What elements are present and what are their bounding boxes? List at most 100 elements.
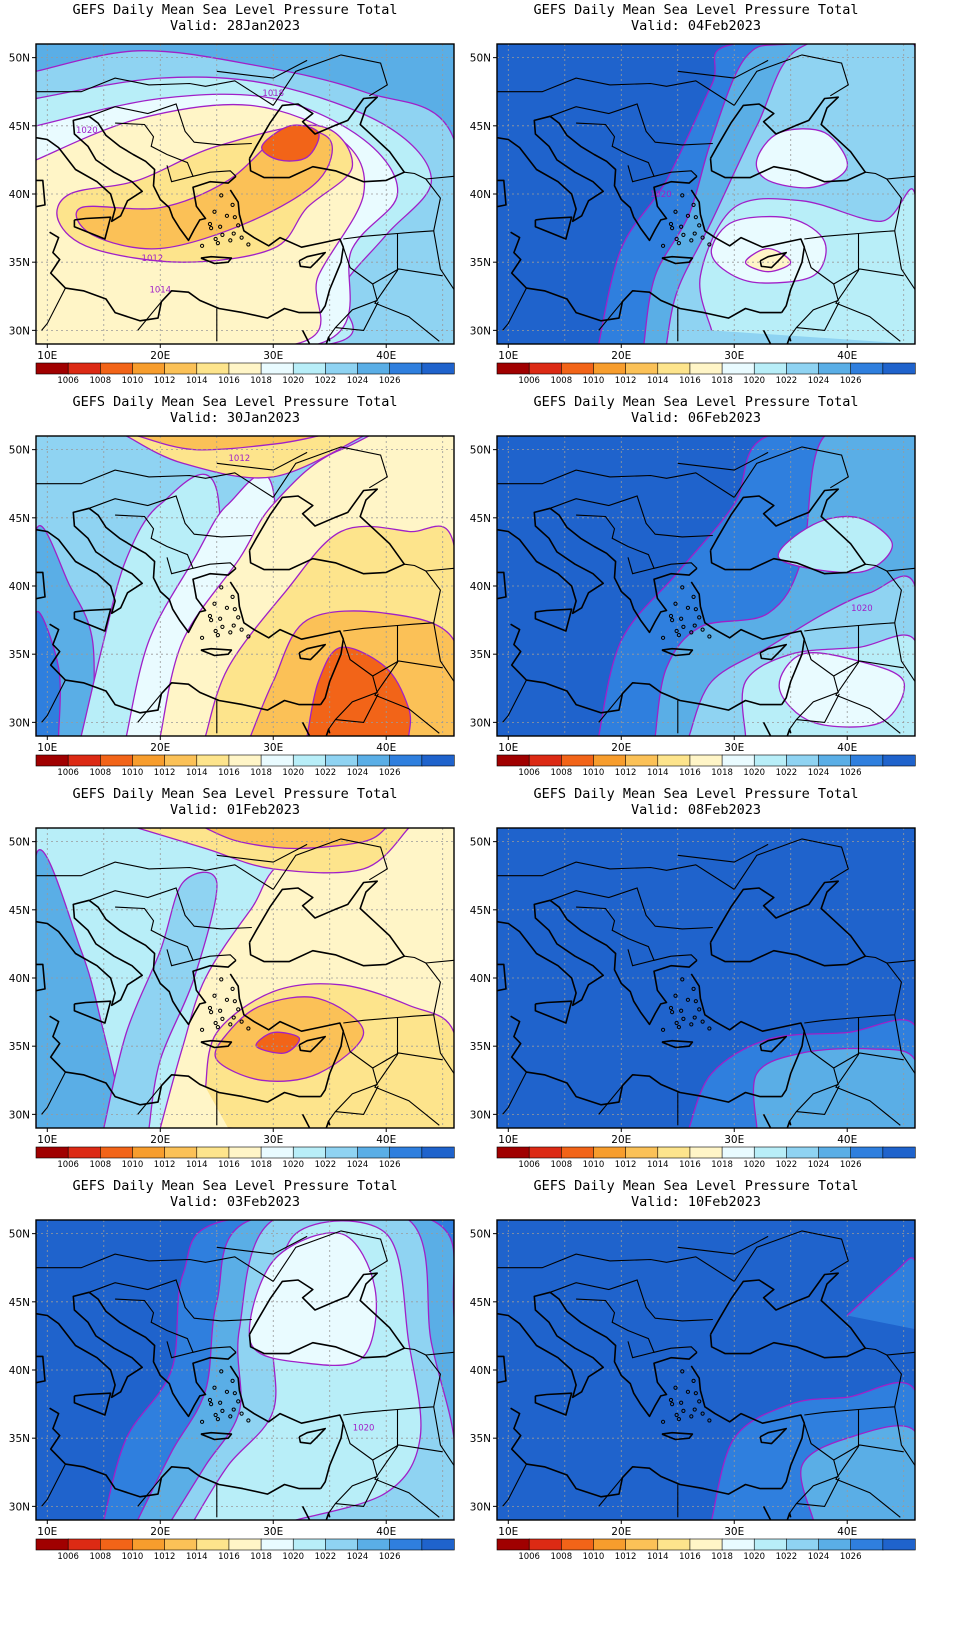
island [246, 634, 251, 639]
coastline-sicily [73, 216, 112, 240]
colorbar-swatch [689, 1146, 723, 1159]
panel-title-line1: GEFS Daily Mean Sea Level Pressure Total [72, 2, 398, 18]
panel-title: GEFS Daily Mean Sea Level Pressure Total… [0, 2, 470, 34]
lon-label: 30E [724, 742, 744, 754]
isobar [36, 50, 454, 344]
island [218, 224, 223, 229]
country-border [372, 660, 443, 677]
colorbar-label: 1006 [518, 768, 540, 778]
country-border [433, 230, 454, 290]
island [209, 1009, 214, 1015]
colorbar-label: 1014 [647, 376, 669, 386]
coastline-redsea [301, 1506, 331, 1520]
colorbar-label: 1010 [122, 768, 144, 778]
colorbar-swatch [818, 362, 852, 375]
isobar-label: 1020 [353, 1423, 375, 1433]
lat-label: 50N [9, 53, 30, 65]
lat-label: 30N [9, 1501, 30, 1513]
lat-label: 35N [9, 257, 30, 269]
country-border [374, 233, 440, 342]
colorbar-swatch [389, 1146, 423, 1159]
coastline-crete [661, 647, 694, 657]
colorbar-label: 1018 [711, 1160, 733, 1170]
country-border [502, 1463, 527, 1507]
island [219, 1369, 224, 1374]
island [691, 986, 696, 992]
island [218, 1400, 223, 1405]
coastline-turkey [229, 973, 345, 1098]
lat-label: 30N [9, 325, 30, 337]
panel-valid-date: Valid: 01Feb2023 [169, 802, 301, 818]
country-border [36, 861, 274, 890]
isobar [193, 1220, 422, 1520]
colorbar-label: 1026 [840, 768, 862, 778]
map-panel: GEFS Daily Mean Sea Level Pressure Total… [461, 784, 931, 1194]
lon-label: 30E [263, 742, 283, 754]
island [230, 986, 235, 992]
coastline-africa [49, 1015, 321, 1106]
island [212, 993, 217, 998]
island [239, 627, 244, 632]
country-border [374, 1409, 440, 1518]
country-border [733, 838, 849, 890]
colorbar-label: 1020 [743, 1160, 765, 1170]
island [213, 1020, 218, 1026]
island [679, 1400, 684, 1405]
colorbar-label: 1014 [186, 1160, 208, 1170]
island [692, 1407, 697, 1412]
island [670, 225, 675, 231]
colorbar-swatch [100, 362, 134, 375]
island [668, 613, 674, 619]
country-border [433, 1014, 454, 1074]
island [700, 627, 705, 632]
colorbar-swatch [132, 754, 166, 767]
country-border [598, 301, 623, 331]
country-border [894, 230, 915, 290]
island [679, 1008, 684, 1013]
panel-title-line1: GEFS Daily Mean Sea Level Pressure Total [533, 786, 859, 802]
coastline-turkey [690, 581, 806, 706]
coastline-africa [510, 231, 782, 322]
country-border [886, 1351, 915, 1356]
colorbar-label: 1024 [347, 768, 369, 778]
panel-title: GEFS Daily Mean Sea Level Pressure Total… [0, 1178, 470, 1210]
lon-label: 10E [37, 1526, 57, 1538]
colorbar-label: 1024 [347, 1552, 369, 1562]
isobar-label: 1020 [76, 126, 98, 136]
country-border [653, 562, 698, 569]
country-border [374, 1017, 440, 1126]
island [224, 605, 230, 610]
colorbar-swatch [421, 754, 455, 767]
coastline-redsea [762, 1114, 792, 1128]
country-border [192, 1346, 237, 1353]
island [212, 209, 217, 214]
country-border [549, 495, 713, 538]
lon-label: 10E [498, 1526, 518, 1538]
coastline-redsea [762, 330, 792, 344]
island [232, 607, 237, 612]
colorbar-label: 1008 [550, 1552, 572, 1562]
island [207, 1005, 213, 1011]
island [674, 236, 679, 242]
country-border [372, 1444, 443, 1461]
isobar [752, 1047, 915, 1128]
coastline-sardinia [36, 1355, 46, 1384]
coastline-africa [49, 1407, 321, 1498]
colorbar-swatch [528, 362, 562, 375]
colorbar-label: 1010 [122, 1552, 144, 1562]
coastline-blacksea [248, 96, 406, 183]
coastline-blacksea [248, 880, 406, 967]
colorbar-swatch [882, 1146, 916, 1159]
island [236, 223, 241, 228]
colorbar-swatch [421, 1146, 455, 1159]
panel-title-line1: GEFS Daily Mean Sea Level Pressure Total [72, 786, 398, 802]
country-border [41, 287, 66, 331]
country-border [425, 1351, 454, 1356]
colorbar-swatch [67, 362, 101, 375]
panel-valid-date: Valid: 10Feb2023 [630, 1194, 762, 1210]
isobar-label: 1012 [142, 254, 164, 264]
island [199, 1419, 205, 1424]
colorbar-swatch [561, 1538, 595, 1551]
